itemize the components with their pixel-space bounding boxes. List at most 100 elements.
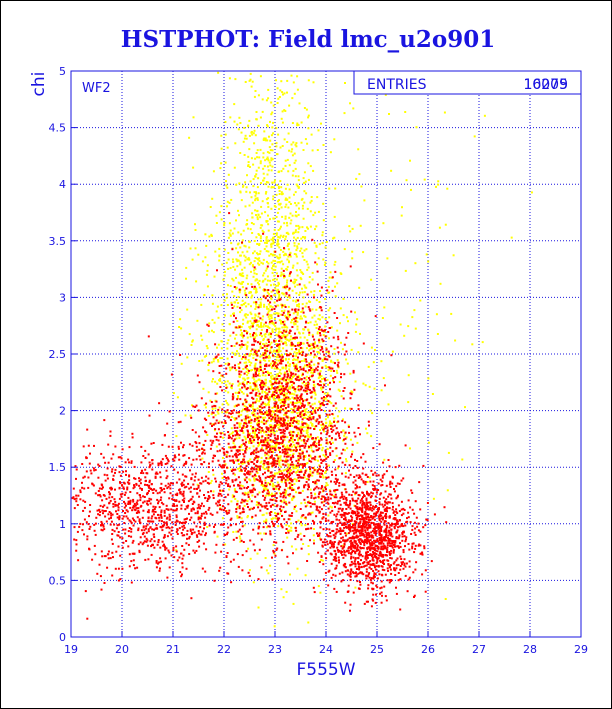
scatter-point (292, 363, 295, 366)
scatter-point (388, 113, 390, 115)
scatter-point (262, 274, 265, 277)
scatter-point (254, 364, 257, 367)
scatter-point (223, 471, 226, 474)
scatter-point (127, 482, 130, 485)
scatter-point (257, 298, 260, 301)
scatter-point (222, 543, 225, 546)
scatter-point (268, 332, 271, 335)
scatter-point (175, 481, 178, 484)
scatter-point (238, 423, 241, 426)
scatter-point (171, 526, 174, 529)
scatter-point (106, 467, 109, 470)
scatter-point (224, 496, 227, 499)
scatter-point (285, 483, 288, 486)
scatter-point (298, 207, 300, 210)
scatter-point (272, 430, 275, 433)
scatter-point (337, 388, 340, 391)
scatter-point (245, 186, 248, 189)
scatter-point (299, 435, 302, 438)
scatter-point (236, 516, 239, 519)
scatter-point (224, 543, 227, 546)
scatter-point (144, 483, 146, 486)
scatter-point (247, 303, 250, 306)
scatter-point (290, 419, 292, 422)
scatter-point (307, 322, 310, 324)
scatter-point (264, 211, 267, 214)
scatter-point (288, 529, 291, 532)
scatter-point (324, 330, 327, 333)
scatter-point (289, 434, 292, 436)
scatter-point (303, 463, 306, 466)
scatter-point (275, 127, 278, 130)
scatter-point (158, 402, 161, 405)
scatter-point (160, 516, 163, 519)
scatter-point (271, 495, 273, 498)
scatter-point (129, 506, 132, 509)
scatter-point (209, 206, 212, 208)
scatter-point (196, 492, 199, 495)
scatter-point (239, 398, 242, 401)
scatter-point (240, 304, 243, 306)
scatter-point (297, 213, 300, 216)
scatter-point (118, 465, 121, 468)
scatter-point (253, 449, 256, 452)
scatter-point (133, 519, 135, 522)
scatter-point (257, 416, 260, 418)
scatter-point (247, 227, 250, 230)
scatter-point (278, 293, 281, 296)
scatter-point (273, 432, 276, 435)
scatter-point (133, 503, 136, 505)
scatter-point (338, 482, 341, 484)
scatter-point (239, 311, 242, 314)
scatter-point (284, 252, 287, 255)
scatter-point (228, 509, 231, 512)
scatter-point (284, 217, 287, 220)
scatter-point (244, 259, 247, 262)
scatter-point (348, 225, 351, 228)
scatter-point (311, 423, 314, 425)
scatter-point (252, 429, 255, 432)
scatter-point (297, 186, 300, 189)
scatter-point (124, 532, 127, 535)
scatter-point (234, 78, 237, 81)
scatter-point (176, 471, 179, 474)
scatter-point (239, 122, 242, 124)
scatter-point (122, 528, 125, 531)
scatter-point (329, 388, 331, 391)
scatter-point (211, 423, 214, 426)
scatter-point (366, 432, 369, 435)
scatter-point (228, 382, 231, 385)
scatter-point (285, 460, 288, 463)
scatter-point (100, 524, 103, 527)
scatter-point (211, 318, 214, 321)
scatter-point (314, 455, 317, 458)
scatter-point (190, 597, 193, 600)
scatter-point (194, 223, 196, 226)
scatter-point (268, 400, 270, 403)
scatter-point (244, 386, 247, 389)
scatter-point (327, 369, 330, 372)
scatter-point (332, 494, 335, 497)
scatter-point (221, 408, 224, 411)
scatter-point (273, 323, 276, 326)
scatter-point (192, 458, 195, 461)
scatter-point (181, 484, 183, 487)
scatter-point (260, 240, 263, 242)
scatter-point (258, 304, 261, 307)
scatter-point (272, 186, 275, 189)
scatter-point (299, 457, 302, 460)
scatter-point (235, 258, 238, 261)
scatter-point (271, 447, 274, 450)
scatter-point (94, 522, 97, 525)
scatter-point (234, 468, 237, 471)
scatter-point (203, 449, 206, 452)
scatter-point (351, 227, 354, 230)
scatter-point (195, 445, 198, 448)
scatter-point (298, 437, 301, 440)
scatter-point (410, 188, 412, 191)
scatter-point (309, 455, 312, 458)
scatter-point (302, 368, 305, 371)
scatter-point (261, 435, 264, 438)
scatter-point (308, 454, 310, 457)
scatter-point (126, 517, 129, 520)
